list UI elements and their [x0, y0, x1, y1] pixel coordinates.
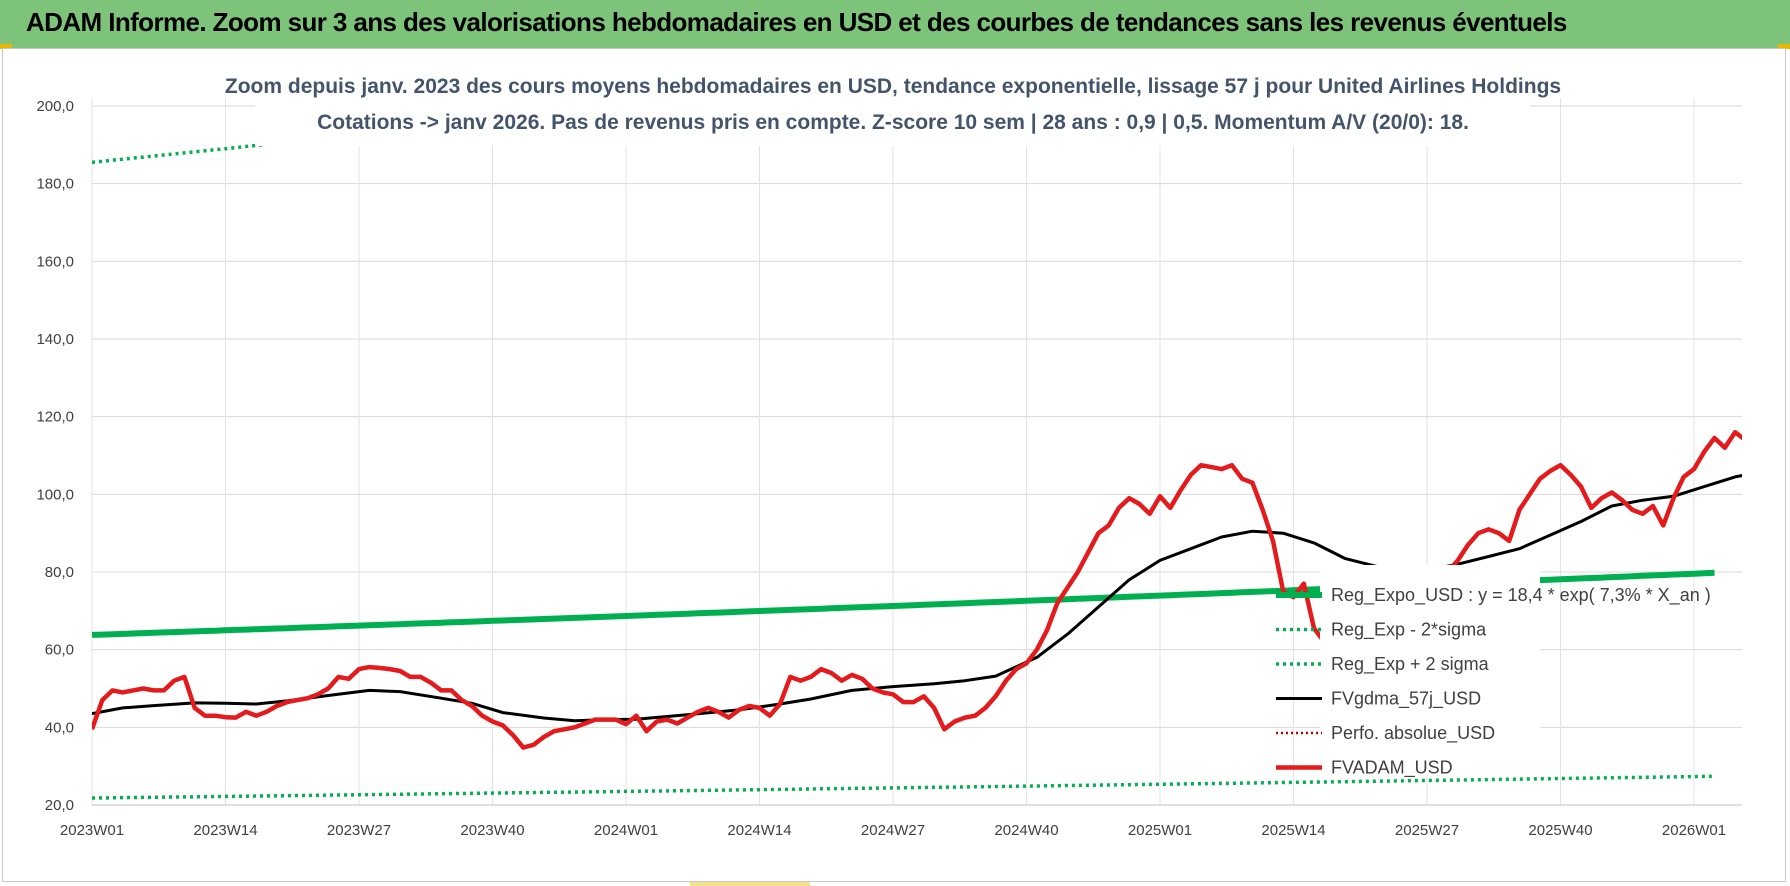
x-tick-label: 2023W14: [193, 822, 257, 839]
chart-title-line-1: Zoom depuis janv. 2023 des cours moyens …: [225, 75, 1561, 98]
x-tick-label: 2025W14: [1261, 822, 1325, 839]
y-tick-label: 200,0: [36, 98, 74, 115]
y-tick-label: 20,0: [45, 797, 74, 814]
bottom-accent: [690, 882, 810, 886]
legend-label: Reg_Exp - 2*sigma: [1331, 620, 1487, 641]
legend-background: [1320, 565, 1540, 775]
series-reg-exp-minus-2-sigma: [92, 774, 1715, 800]
x-tick-label: 2024W40: [994, 822, 1058, 839]
legend-label: FVgdma_57j_USD: [1331, 689, 1481, 710]
y-tick-label: 60,0: [45, 642, 74, 659]
x-tick-label: 2025W40: [1528, 822, 1592, 839]
x-tick-label: 2026W01: [1662, 822, 1726, 839]
chart-axes: 20,0 40,0 60,0 80,0 100,0 120,0 140,0 160,0 180,…: [36, 98, 1726, 839]
legend-label: Perfo. absolue_USD: [1331, 723, 1495, 744]
legend-label: FVADAM_USD: [1331, 758, 1453, 779]
y-tick-label: 120,0: [36, 409, 74, 426]
x-tick-label: 2024W27: [861, 822, 925, 839]
x-tick-label: 2023W40: [460, 822, 524, 839]
title-banner: ADAM Informe. Zoom sur 3 ans des valoris…: [0, 0, 1790, 49]
series-fvadam-usd: [92, 429, 1742, 750]
banner-corner-right: [1778, 44, 1790, 49]
banner-corner-left: [0, 44, 12, 49]
y-tick-label: 180,0: [36, 176, 74, 193]
y-tick-label: 40,0: [45, 719, 74, 736]
chart-title-line-2: Cotations -> janv 2026. Pas de revenus p…: [317, 111, 1469, 134]
legend-label: Reg_Expo_USD : y = 18,4 * exp( 7,3% * X_…: [1331, 585, 1711, 606]
chart-legend: Reg_Expo_USD : y = 18,4 * exp( 7,3% * X_…: [1276, 585, 1711, 779]
x-tick-label: 2024W14: [727, 822, 791, 839]
x-tick-label: 2025W27: [1395, 822, 1459, 839]
x-tick-label: 2023W27: [327, 822, 391, 839]
chart-title-background: [255, 62, 1530, 146]
x-tick-label: 2024W01: [594, 822, 658, 839]
y-tick-label: 100,0: [36, 486, 74, 503]
x-tick-label: 2025W01: [1128, 822, 1192, 839]
legend-label: Reg_Exp + 2 sigma: [1331, 654, 1490, 675]
x-tick-label: 2023W01: [60, 822, 124, 839]
y-tick-label: 160,0: [36, 253, 74, 270]
y-tick-label: 140,0: [36, 331, 74, 348]
y-tick-label: 80,0: [45, 564, 74, 581]
report-title: ADAM Informe. Zoom sur 3 ans des valoris…: [26, 7, 1567, 37]
chart-frame: [2, 48, 1786, 882]
